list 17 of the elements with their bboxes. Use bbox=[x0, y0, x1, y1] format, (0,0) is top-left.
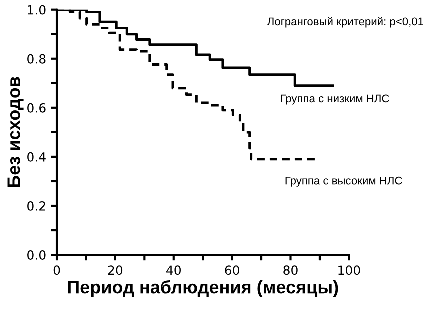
y-tick-label: 0.4 bbox=[28, 152, 46, 162]
y-tick-label: 1.0 bbox=[28, 5, 46, 15]
x-tick-label: 60 bbox=[225, 266, 240, 276]
x-tick-label: 0 bbox=[54, 266, 60, 276]
x-tick-label: 40 bbox=[166, 266, 182, 276]
x-axis-title: Период наблюдения (месяцы) bbox=[68, 280, 338, 298]
y-tick-label: 0.8 bbox=[28, 54, 46, 64]
annotation: Группа с высоким НЛС bbox=[286, 176, 402, 187]
x-tick-label: 20 bbox=[108, 266, 123, 276]
x-tick-label: 100 bbox=[338, 266, 360, 276]
x-tick-label: 80 bbox=[284, 266, 298, 276]
annotation: Логранговый критерий: p<0,01 bbox=[267, 17, 424, 28]
annotation: Группа с низким НЛС bbox=[281, 94, 390, 105]
y-tick-label: 0.2 bbox=[28, 201, 46, 211]
y-tick-label: 0.0 bbox=[28, 250, 46, 260]
y-axis-title: Без исходов bbox=[8, 77, 24, 188]
y-tick-label: 0.6 bbox=[28, 103, 46, 113]
